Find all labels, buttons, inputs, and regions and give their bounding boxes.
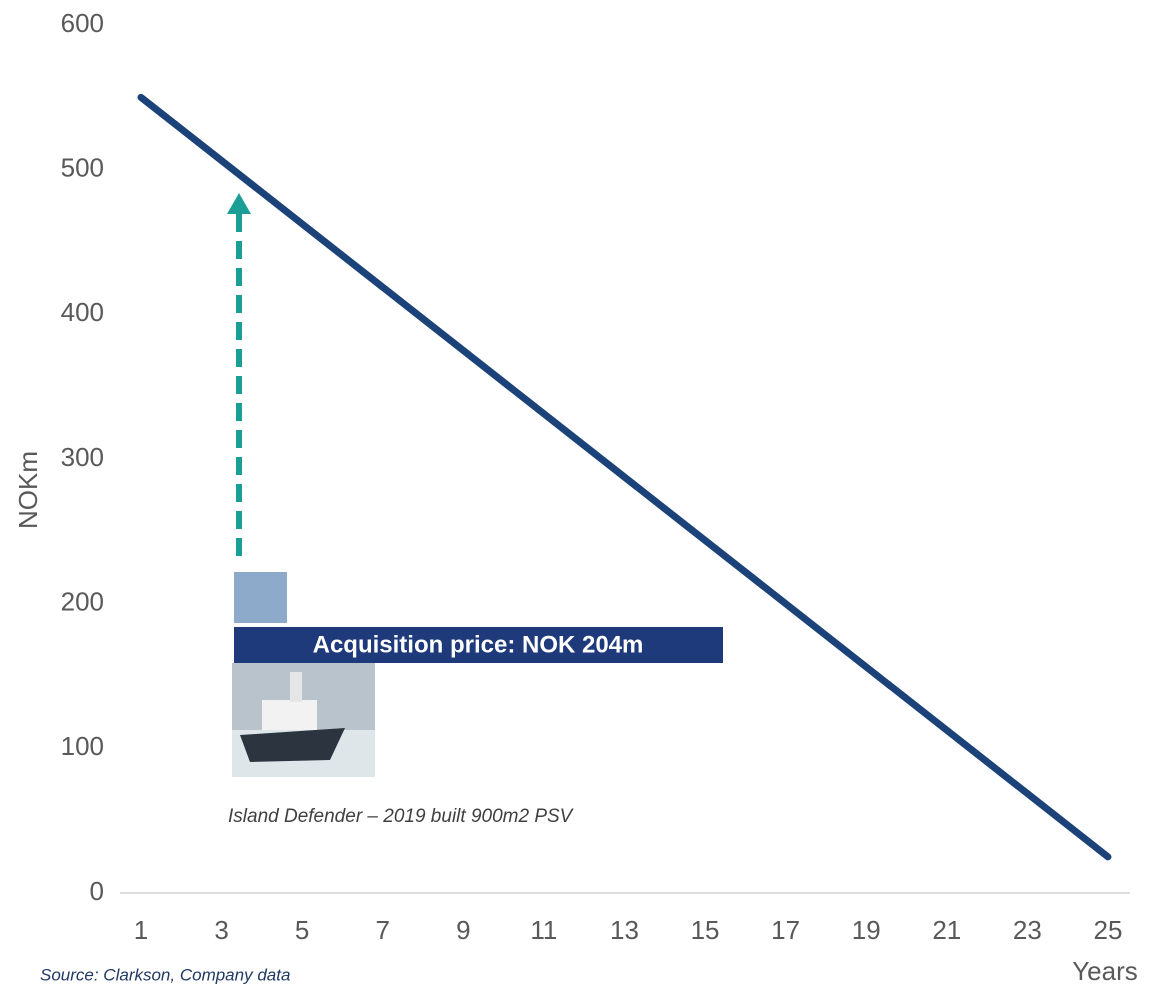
- source-note: Source: Clarkson, Company data: [40, 965, 290, 984]
- data-line: [137, 93, 1112, 861]
- x-tick-label: 9: [456, 915, 470, 945]
- y-tick-label: 600: [61, 8, 104, 38]
- annotation-group: Acquisition price: NOK 204m Island Defen…: [227, 193, 723, 827]
- annotation-box: [234, 627, 723, 663]
- x-tick-label: 25: [1093, 915, 1122, 945]
- y-tick-label: 0: [90, 876, 104, 906]
- annotation-text: Acquisition price: NOK 204m: [313, 631, 644, 658]
- x-tick-label: 13: [610, 915, 639, 945]
- y-tick-label: 300: [61, 442, 104, 472]
- x-tick-label: 1: [134, 915, 148, 945]
- x-tick-label: 3: [214, 915, 228, 945]
- y-tick-label: 500: [61, 153, 104, 183]
- arrow-head: [227, 193, 251, 214]
- y-axis-label: NOKm: [13, 451, 43, 529]
- vessel-image: [232, 663, 375, 777]
- x-tick-label: 19: [852, 915, 881, 945]
- x-tick-label: 17: [771, 915, 800, 945]
- x-tick-label: 15: [691, 915, 720, 945]
- x-axis-label: Years: [1072, 956, 1138, 986]
- x-tick-label: 21: [932, 915, 961, 945]
- x-tick-label: 11: [530, 915, 557, 945]
- price-marker: [234, 572, 287, 623]
- x-tick-label: 23: [1013, 915, 1042, 945]
- x-tick-label: 7: [376, 915, 390, 945]
- y-tick-label: 100: [61, 731, 104, 761]
- image-caption: Island Defender – 2019 built 900m2 PSV: [228, 806, 575, 827]
- x-tick-label: 5: [295, 915, 309, 945]
- y-tick-label: 200: [61, 587, 104, 617]
- y-tick-label: 400: [61, 297, 104, 327]
